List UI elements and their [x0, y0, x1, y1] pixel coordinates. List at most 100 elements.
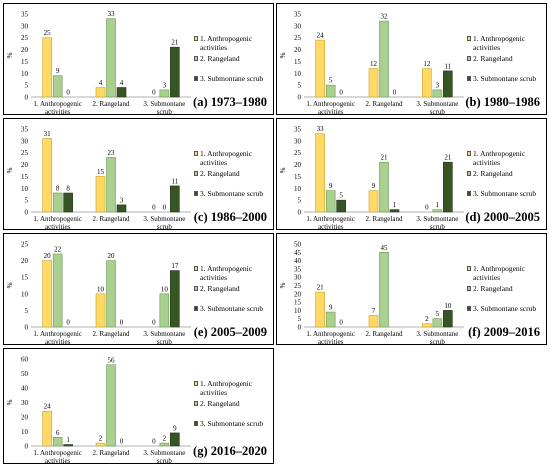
y-tick-label: 30 — [21, 22, 29, 30]
data-label: 20 — [108, 252, 116, 260]
y-tick-label: 5 — [25, 197, 29, 205]
bar — [379, 251, 389, 328]
data-label: 3 — [436, 81, 440, 89]
bar — [95, 442, 106, 447]
y-tick-label: 25 — [294, 34, 302, 42]
x-tick-label: 2. Rangeland — [366, 100, 403, 108]
data-label: 0 — [393, 89, 397, 97]
y-tick-label: 25 — [21, 34, 29, 42]
data-label: 11 — [171, 177, 178, 185]
y-tick-label: 20 — [21, 161, 29, 169]
bar — [106, 364, 116, 447]
bar — [159, 442, 170, 447]
bar — [325, 311, 336, 328]
legend-label: 2. Rangeland — [200, 54, 240, 63]
legend-swatch — [194, 401, 198, 406]
x-tick-label: 2. Rangeland — [93, 215, 130, 223]
legend-label: 3. Submontane scrub — [473, 304, 537, 313]
x-tick-label: 1. Anthropogenic activities — [33, 449, 82, 465]
bar — [379, 20, 389, 98]
legend-swatch — [467, 266, 471, 271]
data-label: 0 — [120, 319, 124, 327]
y-tick-label: 35 — [21, 11, 29, 19]
y-tick-label: 35 — [294, 11, 302, 19]
data-label: 22 — [54, 245, 62, 253]
legend-label: 1. Anthropogenic activities — [200, 149, 253, 167]
y-tick-label: 40 — [21, 385, 29, 393]
data-label: 7 — [372, 307, 376, 315]
data-label: 23 — [108, 149, 116, 157]
data-label: 25 — [44, 29, 52, 37]
y-tick-label: 30 — [294, 137, 302, 145]
bar — [432, 89, 443, 98]
legend-swatch — [194, 76, 198, 81]
data-label: 1 — [393, 201, 397, 209]
legend-label: 2. Rangeland — [473, 169, 513, 178]
legend-label: 3. Submontane scrub — [473, 74, 537, 83]
panel-title: (e) 2005–2009 — [193, 325, 267, 339]
x-tick-label: 2. Rangeland — [93, 449, 130, 457]
y-tick-label: 35 — [21, 126, 29, 134]
panel-title: (f) 2009–2016 — [468, 325, 540, 339]
bar — [106, 18, 116, 98]
y-tick-label: 40 — [294, 257, 302, 265]
legend-swatch — [194, 286, 198, 291]
bar — [63, 444, 73, 447]
x-tick-label: 1. Anthropogenic activities — [306, 100, 355, 116]
y-tick-label: 35 — [294, 126, 302, 134]
legend-swatch — [467, 36, 471, 41]
data-label: 0 — [152, 89, 156, 97]
bar — [315, 39, 325, 98]
y-tick-label: 15 — [21, 274, 29, 282]
bar — [52, 253, 63, 328]
chart-panel-3: 0 5 10 15 20 25 30 35% 31 8 8 1. Anthropogenic activ… — [3, 118, 274, 231]
bar — [368, 190, 379, 213]
y-tick-label: 0 — [25, 443, 29, 451]
x-tick-label: 3. Submontane scrub — [143, 215, 185, 231]
data-label: 33 — [108, 10, 116, 18]
bar — [315, 133, 325, 213]
legend-label: 1. Anthropogenic activities — [473, 34, 526, 52]
y-tick-label: 30 — [21, 399, 29, 407]
y-tick-label: 0 — [25, 324, 29, 332]
data-label: 9 — [173, 424, 177, 432]
y-tick-label: 10 — [294, 307, 302, 315]
data-label: 0 — [339, 319, 343, 327]
legend-label: 2. Rangeland — [473, 284, 513, 293]
y-tick-label: 15 — [294, 173, 302, 181]
data-label: 31 — [44, 130, 52, 138]
data-label: 0 — [120, 438, 124, 446]
data-label: 0 — [66, 89, 70, 97]
chart-panel-5: 0 5 10 15 20 25% 20 22 0 1. Anthropogenic activiti… — [3, 233, 274, 346]
chart-panel-7: 0 10 20 30 40 50 60% 24 6 1 1. Anthropogenic activi… — [3, 348, 274, 465]
bar — [42, 410, 52, 447]
data-label: 20 — [44, 252, 52, 260]
data-label: 21 — [171, 39, 179, 47]
data-label: 4 — [120, 79, 124, 87]
data-label: 9 — [329, 182, 333, 190]
panel-title: (b) 1980–1986 — [465, 95, 540, 109]
y-tick-label: 20 — [294, 46, 302, 54]
bar — [42, 37, 52, 98]
y-tick-label: 20 — [21, 46, 29, 54]
y-tick-label: 10 — [21, 428, 29, 436]
panel-title: (a) 1973–1980 — [193, 95, 267, 109]
y-tick-label: 20 — [21, 257, 29, 265]
data-label: 2 — [99, 435, 103, 443]
chart-panel-4: 0 5 10 15 20 25 30 35% 33 9 5 1. Anthropogenic activ… — [276, 118, 547, 231]
legend-swatch — [467, 171, 471, 176]
data-label: 45 — [381, 244, 389, 252]
legend: 1. Anthropogenic activities 2. Rangeland 3… — [194, 34, 274, 94]
bar — [315, 291, 325, 328]
bar — [336, 199, 346, 213]
y-axis-label: % — [6, 167, 14, 173]
y-tick-label: 5 — [298, 82, 302, 90]
bar — [63, 192, 73, 213]
chart-panel-2: 0 5 10 15 20 25 30 35% 24 5 0 1. Anthropogenic activ… — [276, 3, 547, 116]
bar — [443, 310, 453, 328]
